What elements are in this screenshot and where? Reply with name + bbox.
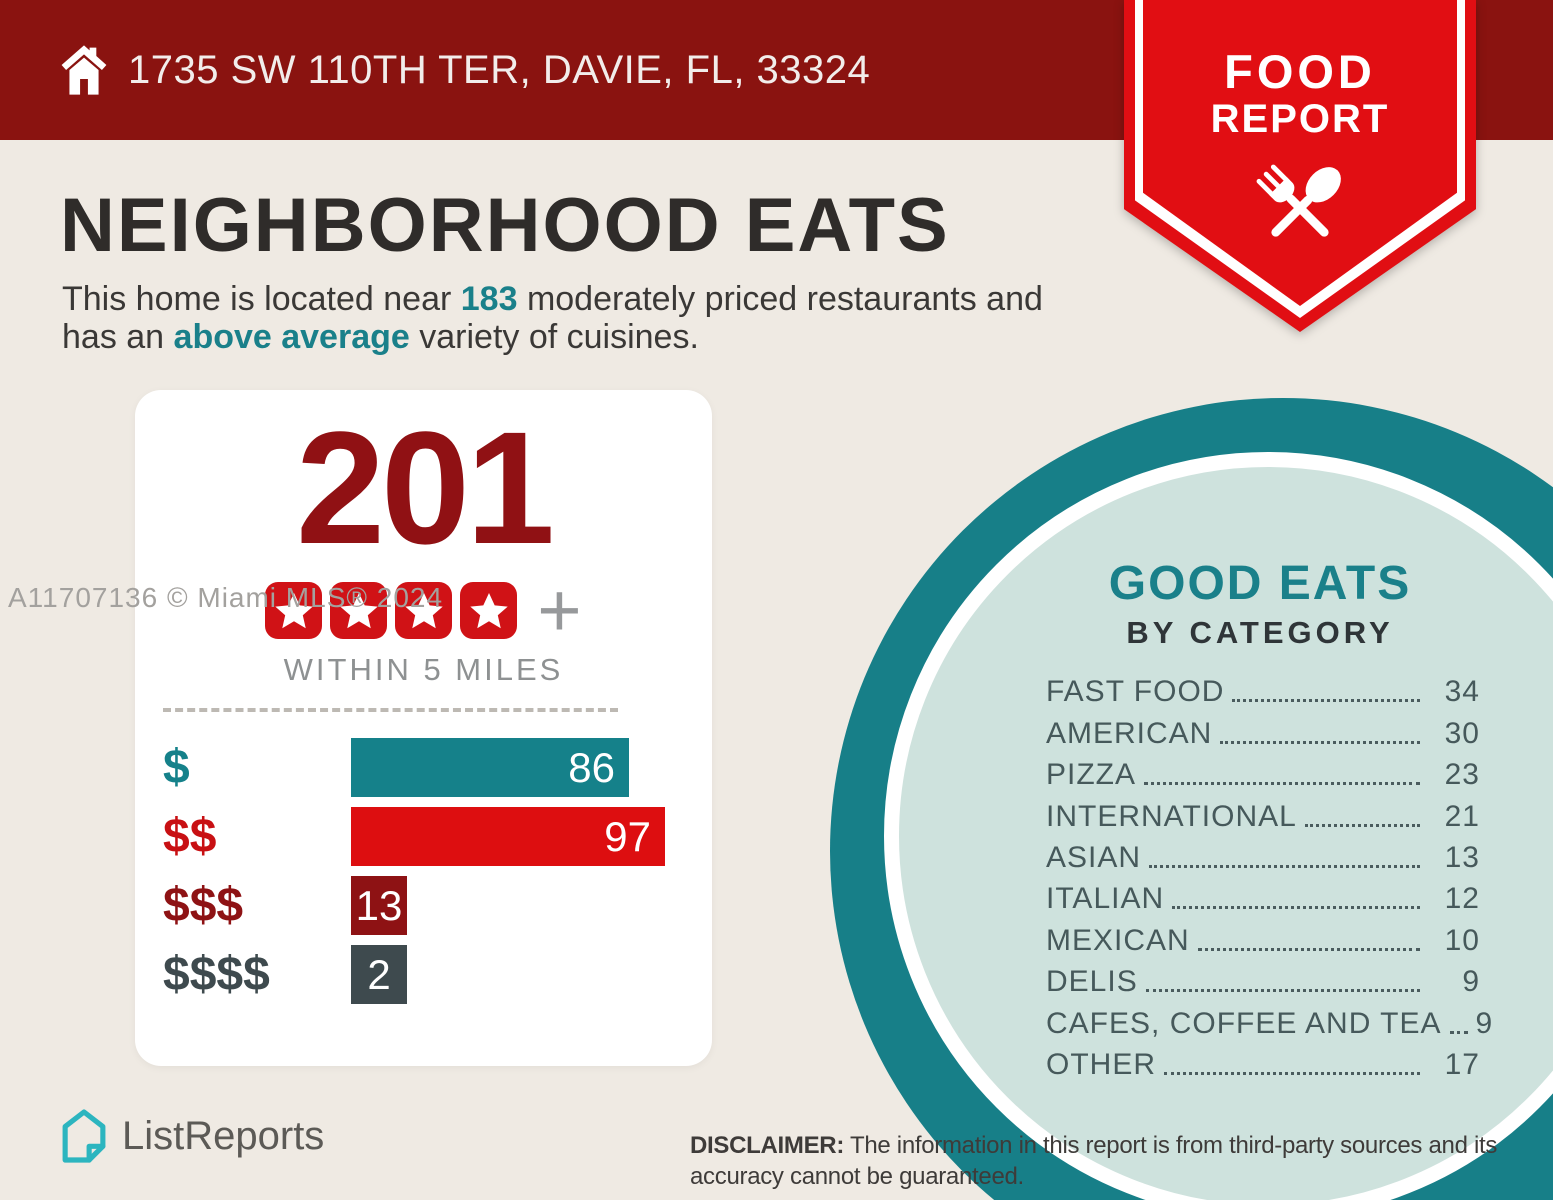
category-value: 12	[1444, 882, 1480, 916]
category-value: 21	[1444, 799, 1480, 833]
category-label: DELIS	[1046, 965, 1138, 999]
good-eats-heading: GOOD EATS BY CATEGORY	[1020, 556, 1500, 651]
home-icon	[56, 30, 112, 110]
intro-segment: moderately priced restaurants and	[517, 280, 1043, 318]
category-row: OTHER 17	[1046, 1041, 1480, 1082]
bar-row-dollar2: $$ 97	[163, 807, 684, 866]
category-label: PIZZA	[1046, 758, 1137, 792]
bar-row-dollar: $ 86	[163, 738, 684, 797]
bar-row-dollar3: $$$ 13	[163, 876, 684, 935]
page-title: NEIGHBORHOOD EATS	[60, 183, 950, 268]
price-tier-label: $$$$	[163, 948, 270, 1001]
dotted-leader	[1304, 823, 1420, 827]
star-rating: +	[135, 568, 712, 653]
property-address: 1735 SW 110TH TER, DAVIE, FL, 33324	[128, 47, 871, 92]
disclaimer: DISCLAIMER: The information in this repo…	[690, 1130, 1530, 1192]
category-value: 9	[1462, 965, 1480, 999]
category-row: AMERICAN 30	[1046, 709, 1480, 750]
intro-segment: variety of cuisines.	[409, 318, 699, 356]
dotted-leader	[1149, 864, 1420, 868]
bar-track: 86	[351, 738, 684, 797]
category-label: FAST FOOD	[1046, 675, 1225, 709]
price-tier-bar-chart: $ 86 $$ 97 $$$ 13 $$$$ 2	[163, 738, 684, 1014]
badge-title-line1: FOOD	[1224, 45, 1376, 98]
bar-track: 97	[351, 807, 684, 866]
radius-label: WITHIN 5 MILES	[283, 652, 564, 687]
bar: 97	[351, 807, 665, 866]
category-value: 30	[1444, 716, 1480, 750]
dotted-leader	[1172, 906, 1420, 910]
category-value: 23	[1444, 758, 1480, 792]
price-tier-label: $	[163, 741, 190, 794]
bar: 2	[351, 945, 407, 1004]
category-label: AMERICAN	[1046, 716, 1213, 750]
good-eats-subtitle: BY CATEGORY	[1126, 615, 1394, 650]
category-row: FAST FOOD 34	[1046, 668, 1480, 709]
star-icon	[330, 582, 388, 639]
dotted-leader	[1232, 699, 1420, 703]
dotted-leader	[1145, 989, 1420, 993]
intro-segment: This home is located near	[62, 280, 461, 318]
category-row: CAFES, COFFEE AND TEA 9	[1046, 999, 1492, 1040]
bar: 86	[351, 738, 629, 797]
dashed-divider	[163, 708, 618, 712]
category-row: ITALIAN 12	[1046, 875, 1480, 916]
category-value: 34	[1444, 675, 1480, 709]
dotted-leader	[1449, 1030, 1468, 1034]
bar: 13	[351, 876, 407, 935]
category-row: DELIS 9	[1046, 958, 1480, 999]
intro-text: This home is located near 183 moderately…	[62, 280, 1043, 356]
dotted-leader	[1220, 740, 1420, 744]
good-eats-title: GOOD EATS	[1108, 557, 1412, 610]
category-value: 9	[1475, 1006, 1494, 1040]
category-label: OTHER	[1046, 1047, 1156, 1081]
category-label: MEXICAN	[1046, 923, 1190, 957]
star-icon	[460, 582, 518, 639]
mls-watermark: A11707136 © Miami MLS® 2024	[8, 582, 444, 613]
restaurant-stat-card: 201 + WITHIN 5 MILES $ 86 $$ 97 $$$	[135, 390, 712, 1066]
listreports-house-icon	[60, 1108, 108, 1164]
bar-track: 2	[351, 945, 684, 1004]
category-value: 10	[1444, 923, 1480, 957]
category-value: 17	[1444, 1047, 1480, 1081]
intro-segment: has an	[62, 318, 174, 356]
plus-sign: +	[537, 568, 582, 653]
disclaimer-line1: The information in this report is from t…	[844, 1132, 1498, 1159]
category-row: PIZZA 23	[1046, 751, 1480, 792]
variety-highlight: above average	[173, 318, 410, 356]
dotted-leader	[1197, 947, 1420, 951]
disclaimer-line2: accuracy cannot be guaranteed.	[690, 1163, 1024, 1190]
restaurant-count: 201	[296, 398, 555, 577]
category-label: ASIAN	[1046, 840, 1142, 874]
price-tier-label: $$$	[163, 879, 244, 932]
price-tier-label: $$	[163, 810, 217, 863]
star-icon	[265, 582, 323, 639]
bar-track: 13	[351, 876, 684, 935]
category-row: MEXICAN 10	[1046, 916, 1480, 957]
restaurant-count-highlight: 183	[460, 280, 518, 318]
star-icon	[395, 582, 453, 639]
badge-title-line2: REPORT	[1210, 97, 1390, 141]
category-label: INTERNATIONAL	[1046, 799, 1297, 833]
category-row: ASIAN 13	[1046, 834, 1480, 875]
listreports-wordmark: ListReports	[122, 1113, 325, 1158]
disclaimer-label: DISCLAIMER:	[690, 1132, 845, 1159]
spoon-fork-icon	[1242, 150, 1358, 266]
dotted-leader	[1144, 782, 1420, 786]
bar-row-dollar4: $$$$ 2	[163, 945, 684, 1004]
good-eats-circle	[830, 398, 1553, 1200]
category-label: ITALIAN	[1046, 882, 1165, 916]
category-list: FAST FOOD 34 AMERICAN 30 PIZZA 23 INTERNATI…	[1046, 668, 1492, 1082]
category-label: CAFES, COFFEE AND TEA	[1046, 1006, 1442, 1040]
listreports-logo: ListReports	[60, 1108, 324, 1164]
category-value: 13	[1444, 840, 1480, 874]
dotted-leader	[1164, 1071, 1420, 1075]
category-row: INTERNATIONAL 21	[1046, 792, 1480, 833]
food-report-badge: FOOD REPORT	[1124, 0, 1476, 332]
